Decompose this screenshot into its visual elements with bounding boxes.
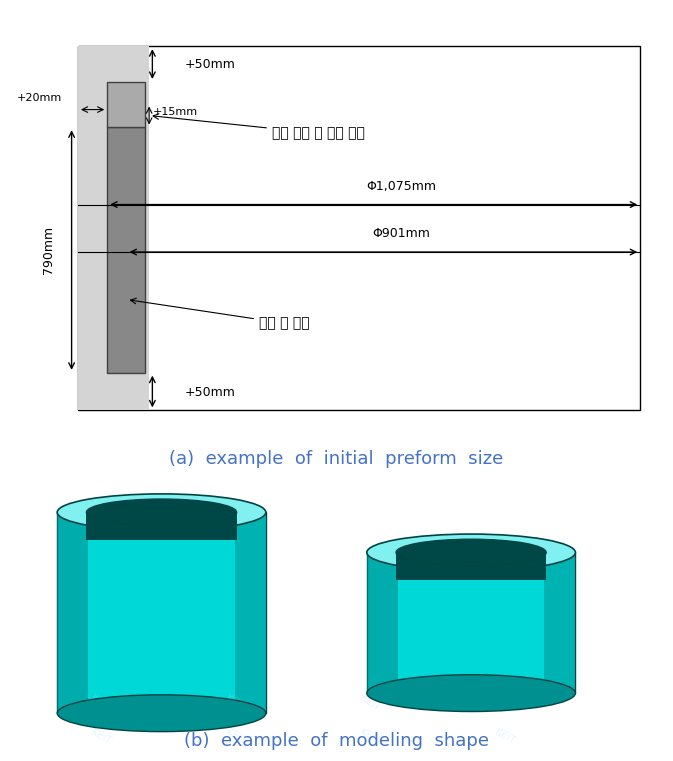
Text: 정식 링 형상: 정식 링 형상 [131, 298, 310, 330]
Text: KEIT: KEIT [359, 693, 382, 713]
Bar [107, 127, 145, 373]
Polygon shape [234, 512, 266, 713]
Polygon shape [57, 512, 88, 713]
Text: +50mm: +50mm [184, 58, 236, 71]
Text: +15mm: +15mm [152, 107, 197, 116]
Text: KEIT: KEIT [90, 693, 112, 713]
Ellipse shape [57, 494, 266, 530]
Text: 790mm: 790mm [42, 226, 55, 274]
Ellipse shape [86, 499, 237, 526]
Polygon shape [57, 512, 266, 713]
Ellipse shape [367, 675, 575, 712]
Text: KEIT: KEIT [493, 693, 516, 713]
Text: Φ1,075mm: Φ1,075mm [366, 180, 436, 193]
Bar [107, 82, 145, 127]
Ellipse shape [396, 540, 546, 565]
Polygon shape [544, 552, 575, 693]
Polygon shape [86, 512, 237, 540]
Text: 최종 확관 링 예상 형상: 최종 확관 링 예상 형상 [153, 113, 365, 140]
Text: Φ901mm: Φ901mm [372, 228, 430, 240]
Text: +20mm: +20mm [17, 93, 62, 103]
Polygon shape [367, 552, 575, 693]
Text: KEIT: KEIT [224, 727, 247, 747]
Text: KEIT: KEIT [493, 727, 516, 747]
Ellipse shape [367, 534, 575, 571]
Text: KEIT: KEIT [224, 693, 247, 713]
Ellipse shape [57, 695, 266, 731]
Text: (a)  example  of  initial  preform  size: (a) example of initial preform size [170, 450, 503, 468]
Polygon shape [367, 552, 398, 693]
Bar [78, 46, 149, 410]
Polygon shape [396, 552, 546, 580]
Text: (b)  example  of  modeling  shape: (b) example of modeling shape [184, 732, 489, 750]
Bar [78, 46, 640, 410]
Text: +50mm: +50mm [184, 386, 236, 399]
Text: KEIT: KEIT [359, 727, 382, 747]
Text: KEIT: KEIT [90, 727, 112, 747]
